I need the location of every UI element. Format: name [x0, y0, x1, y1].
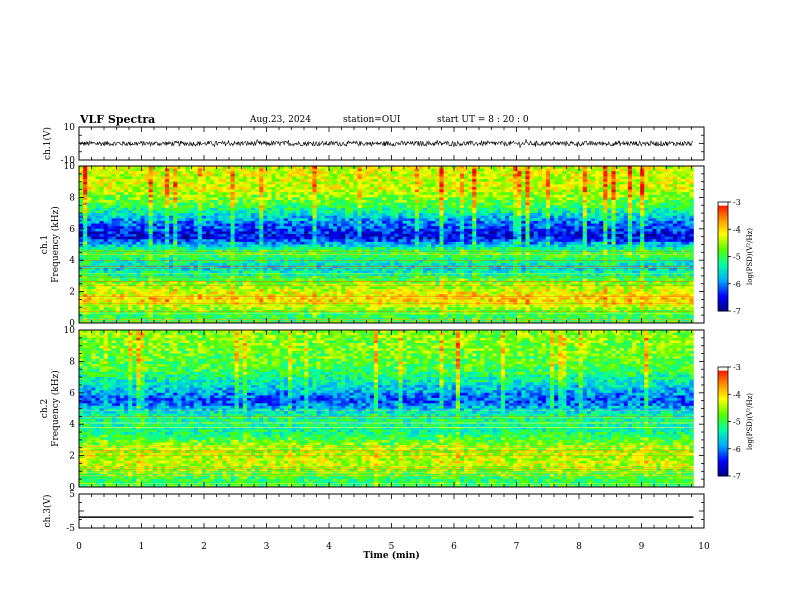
ch1-spectrogram-ytick-label: 4	[69, 256, 75, 266]
ch1-spectrogram-ylabel-frequency: Frequency (kHz)	[50, 206, 61, 283]
ch1-ytick-label: 10	[64, 123, 76, 133]
x-tick-label: 1	[139, 542, 145, 552]
x-tick-label: 7	[514, 542, 520, 552]
x-tick-label: 9	[639, 542, 645, 552]
x-tick-label: 6	[451, 542, 457, 552]
ch2-spectrogram-ytick-label: 4	[69, 420, 75, 430]
ch2-spectrogram-colorbar-label: log(PSD)(V²/Hz)	[746, 393, 754, 450]
ch3-ytick-label: -5	[66, 524, 75, 534]
ch3-waveform-frame	[78, 493, 705, 529]
ch1-spectrogram-heatmap-cells	[79, 166, 694, 324]
ch3-ylabel: ch.3(V)	[42, 495, 53, 528]
x-tick-label: 3	[264, 542, 270, 552]
ch2-spectrogram-ytick-label: 0	[69, 483, 75, 493]
x-axis-label: Time (min)	[363, 550, 420, 561]
x-tick-label: 5	[389, 542, 395, 552]
chart-title: VLF Spectra	[80, 113, 156, 126]
x-tick-label: 4	[326, 542, 332, 552]
ch1-spectrogram-colorbar-tick-label: -4	[733, 225, 741, 234]
ch1-spectrogram-ylabel-channel: ch.1	[40, 235, 50, 254]
ch2-spectrogram-ytick-label: 2	[69, 452, 75, 462]
ch1-spectrogram-ytick-label: 6	[69, 225, 75, 235]
ch1-spectrogram-ytick-label: 8	[69, 193, 75, 203]
ch1-waveform-line	[78, 138, 693, 148]
ch1-spectrogram-colorbar-tick-label: -3	[733, 198, 741, 207]
ch1-spectrogram-ytick-label: 2	[69, 288, 75, 298]
ch1-spectrogram-colorbar-tick-label: -5	[733, 253, 741, 262]
start-time-label: start UT = 8 : 20 : 0	[437, 115, 529, 125]
ch2-spectrogram-colorbar-tick-label: -7	[733, 472, 741, 481]
ch2-spectrogram-ylabel-frequency: Frequency (kHz)	[50, 370, 61, 447]
ch3-ytick-label: 5	[69, 490, 75, 500]
date-label: Aug.23, 2024	[250, 115, 311, 125]
ch1-spectrogram-ytick-label: 10	[64, 162, 76, 172]
station-label: station=OUI	[343, 115, 401, 125]
ch2-spectrogram-ylabel-channel: ch.2	[40, 399, 50, 418]
ch1-spectrogram-colorbar-tick-label: -6	[733, 280, 741, 289]
ch1-spectrogram-colorbar	[718, 202, 728, 312]
ch2-spectrogram-colorbar-tick-label: -5	[733, 418, 741, 427]
x-tick-label: 2	[201, 542, 207, 552]
ch1-ylabel: ch.1(V)	[42, 127, 53, 160]
x-tick-label: 0	[76, 542, 82, 552]
ch2-spectrogram-heatmap-cells	[79, 330, 694, 488]
ch1-spectrogram-colorbar-tick-label: -7	[733, 307, 741, 316]
ch2-spectrogram-ytick-label: 6	[69, 389, 75, 399]
x-tick-label: 10	[698, 542, 710, 552]
ch2-spectrogram-colorbar	[718, 367, 728, 477]
ch1-ytick-label: -10	[61, 156, 76, 166]
x-tick-label: 8	[576, 542, 582, 552]
ch2-spectrogram-ytick-label: 10	[64, 326, 76, 336]
ch2-spectrogram-colorbar-tick-label: -6	[733, 445, 741, 454]
ch2-spectrogram-colorbar-tick-label: -3	[733, 363, 741, 372]
ch1-spectrogram-ytick-label: 0	[69, 319, 75, 329]
ch1-spectrogram-colorbar-label: log(PSD)(V²/Hz)	[746, 228, 754, 285]
ch2-spectrogram-colorbar-tick-label: -4	[733, 390, 741, 399]
ch2-spectrogram-ytick-label: 8	[69, 357, 75, 367]
